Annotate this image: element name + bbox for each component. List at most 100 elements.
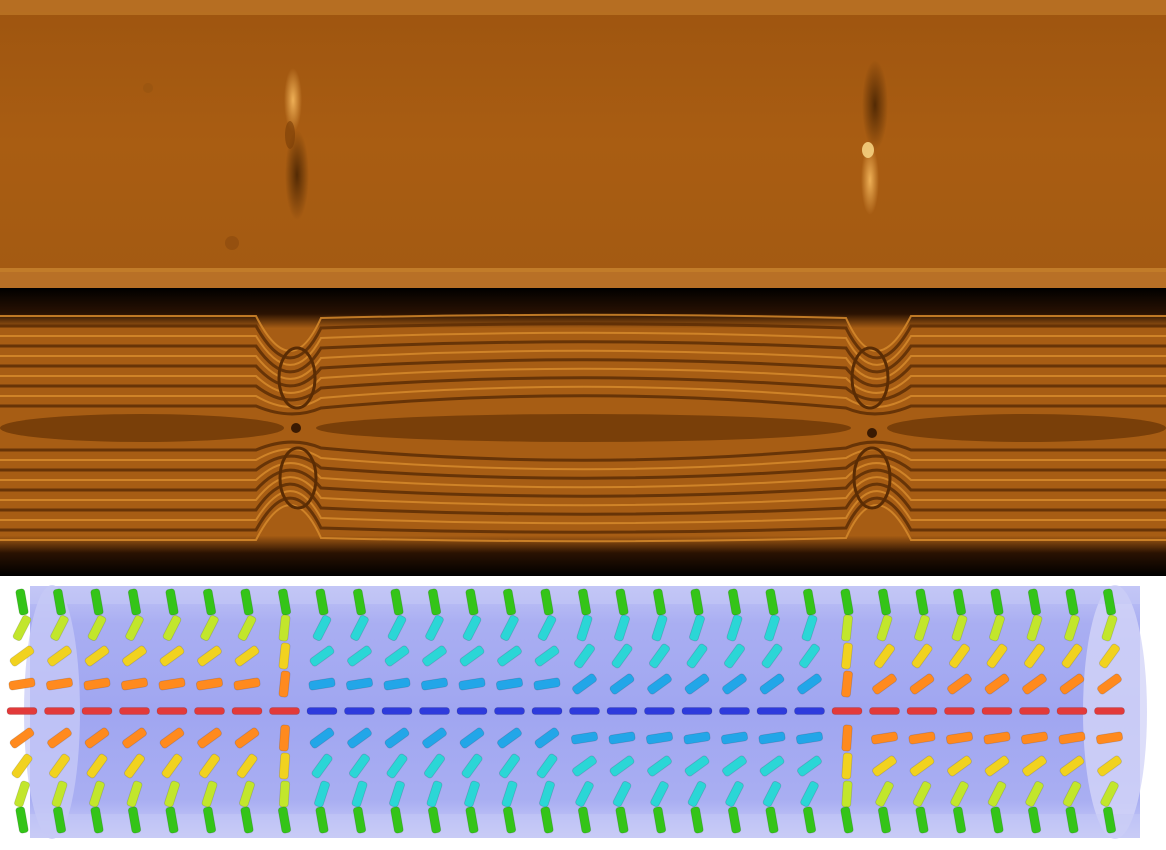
- director-rod: [799, 643, 820, 669]
- director-rod: [81, 707, 113, 715]
- director-rod: [315, 588, 329, 616]
- director-rod: [722, 673, 747, 695]
- director-rod: [1065, 806, 1079, 834]
- director-rod: [841, 752, 853, 780]
- director-rod: [389, 780, 405, 808]
- director-rod: [765, 806, 779, 834]
- director-rod: [1027, 806, 1042, 834]
- director-rod: [877, 806, 892, 834]
- director-rod: [987, 781, 1007, 807]
- director-rod: [915, 806, 929, 834]
- director-rod: [1062, 781, 1082, 807]
- director-rod: [762, 781, 782, 807]
- director-rod: [201, 780, 218, 808]
- director-rod: [347, 645, 372, 667]
- fringe-line: [0, 482, 1166, 516]
- director-rod: [199, 753, 220, 779]
- director-rod: [1056, 707, 1088, 715]
- director-rod: [52, 806, 67, 834]
- director-rod: [533, 677, 561, 691]
- director-rod: [84, 645, 110, 667]
- director-rod: [611, 643, 633, 669]
- director-rod: [908, 731, 936, 745]
- director-rod: [569, 707, 600, 715]
- director-rod: [1022, 755, 1047, 777]
- director-rod: [278, 642, 291, 670]
- director-rod: [536, 753, 558, 779]
- director-rod: [534, 645, 560, 667]
- director-rod: [83, 677, 111, 691]
- director-rod: [756, 707, 788, 715]
- director-rod: [540, 806, 554, 834]
- defect-1-crossed: [277, 346, 318, 510]
- director-rod: [14, 780, 30, 808]
- director-rod: [1027, 588, 1042, 616]
- director-rod: [390, 806, 404, 834]
- director-rod: [278, 614, 291, 642]
- director-rod: [725, 781, 744, 807]
- director-rod: [986, 643, 1008, 669]
- fringe-line: [0, 376, 1166, 402]
- director-rod: [606, 707, 638, 715]
- director-rod: [15, 806, 29, 834]
- director-rod: [841, 780, 853, 808]
- director-rod: [278, 724, 291, 752]
- fringe-line: [0, 367, 1166, 394]
- director-rod: [312, 615, 332, 641]
- director-rod: [1102, 588, 1117, 616]
- interference-fringes: [0, 313, 1166, 543]
- director-rod: [577, 806, 592, 834]
- director-rod: [352, 588, 367, 616]
- director-rod: [1099, 643, 1120, 669]
- director-rod: [194, 707, 225, 715]
- director-rod: [344, 707, 375, 715]
- director-rod: [384, 727, 410, 749]
- director-rod: [127, 806, 142, 834]
- director-rod: [425, 615, 444, 641]
- director-rod: [759, 673, 785, 695]
- director-rod: [161, 753, 183, 779]
- director-rods: [6, 588, 1125, 834]
- micrograph-brightfield-image: [0, 0, 1166, 288]
- director-rod: [495, 677, 524, 691]
- director-rod: [841, 614, 853, 642]
- director-rod: [234, 645, 260, 667]
- director-rod: [684, 673, 710, 695]
- director-rod: [90, 588, 104, 616]
- director-rod: [387, 615, 407, 641]
- director-rod: [202, 806, 217, 834]
- director-rod: [574, 643, 595, 669]
- director-rod: [164, 780, 180, 808]
- director-rod: [650, 781, 669, 807]
- director-rod: [1059, 673, 1085, 695]
- director-rod: [351, 780, 368, 808]
- director-rod: [840, 806, 854, 834]
- director-rod: [1020, 731, 1049, 745]
- director-rod: [197, 645, 222, 667]
- director-rod: [87, 615, 107, 641]
- director-rod: [914, 614, 930, 642]
- director-rod: [195, 677, 224, 691]
- director-rod: [278, 752, 291, 780]
- fringe-line: [0, 322, 1166, 360]
- director-rod: [912, 781, 932, 807]
- director-rod: [461, 753, 483, 779]
- defect-2-crossed: [850, 346, 892, 510]
- director-rod: [384, 645, 410, 667]
- director-rod: [233, 677, 261, 691]
- fringe-dark-band: [0, 414, 284, 442]
- director-rod: [1094, 707, 1125, 715]
- director-rod: [462, 615, 482, 641]
- director-rod: [652, 806, 667, 834]
- director-rod: [352, 806, 367, 834]
- director-rod: [764, 614, 780, 642]
- director-rod: [456, 707, 488, 715]
- director-rod: [502, 806, 517, 834]
- director-rod: [315, 806, 329, 834]
- director-rod: [720, 731, 749, 745]
- director-rod: [614, 614, 630, 642]
- director-rod: [458, 677, 486, 691]
- director-rod: [612, 781, 632, 807]
- director-rod: [345, 677, 374, 691]
- director-rod: [645, 731, 674, 745]
